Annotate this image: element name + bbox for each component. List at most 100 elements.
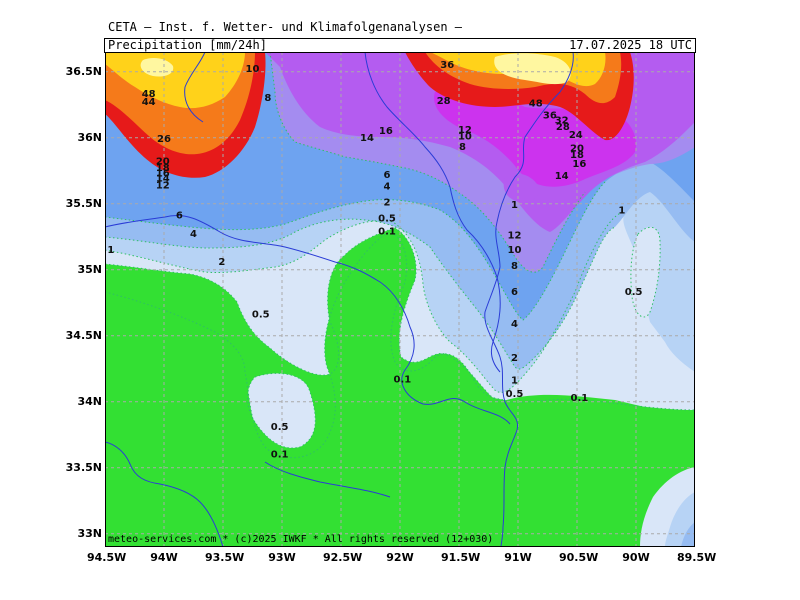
lon-tick-label: 94W [150, 551, 178, 564]
lon-tick-label: 91.5W [441, 551, 481, 564]
contour-value-label: 6 [176, 211, 183, 222]
contour-value-label: 0.5 [271, 422, 289, 433]
contour-value-label: 12 [458, 125, 472, 136]
map-frame [105, 52, 695, 547]
contour-value-label: 4 [190, 229, 197, 240]
contour-value-label: 20 [156, 157, 170, 168]
contour-8 [269, 52, 586, 273]
lat-tick-label: 34N [77, 394, 102, 408]
lon-tick-label: 92.5W [323, 551, 363, 564]
valid-timestamp: 17.07.2025 18 UTC [569, 38, 692, 52]
contour-value-label: 12 [507, 230, 521, 241]
contour-value-label: 0.5 [625, 287, 643, 298]
subtitle-bar [104, 38, 696, 53]
contour-value-label: 18 [570, 150, 584, 161]
contour-value-label: 1 [107, 245, 114, 256]
contour-1 [105, 211, 626, 393]
field-yellow-west [105, 52, 245, 109]
lon-tick-label: 90.5W [559, 551, 599, 564]
contour-value-label: 32 [555, 116, 569, 127]
contour-value-label: 14 [555, 171, 569, 182]
lat-tick-label: 33N [77, 526, 102, 540]
contour-4 [105, 181, 606, 321]
lat-tick-label: 34.5N [65, 328, 102, 342]
contour-value-label: 10 [507, 245, 521, 256]
lon-tick-label: 89.5W [677, 551, 717, 564]
contour-value-label: 8 [459, 142, 466, 153]
contour-value-label: 14 [156, 174, 170, 185]
lat-tick-label: 35N [77, 262, 102, 276]
contour-value-label: 28 [437, 96, 451, 107]
lon-tick-label: 92W [386, 551, 414, 564]
contour-value-label: 0.5 [252, 310, 270, 321]
ouachita-river [264, 461, 391, 498]
contour-blob-0.5 [247, 372, 316, 449]
contour-2 [105, 218, 616, 370]
contour-value-label: 2 [218, 257, 225, 268]
contour-value-label: 10 [458, 131, 472, 142]
contour-value-label: 2 [511, 353, 518, 364]
lon-tick-label: 91W [504, 551, 532, 564]
arkansas-river [105, 215, 511, 425]
lat-tick-label: 33.5N [65, 460, 102, 474]
contour-value-label: 28 [556, 122, 570, 133]
contour-value-label: 0.5 [506, 389, 524, 400]
contour-0.1 [105, 231, 695, 459]
rivers-borders [105, 52, 574, 547]
lat-tick-label: 36.5N [65, 64, 102, 78]
contour-east-0.5 [630, 226, 661, 318]
contour-value-label: 4 [511, 319, 518, 330]
contour-value-label: 0.1 [271, 450, 289, 461]
field-light-east [630, 227, 661, 317]
lon-tick-label: 94.5W [87, 551, 127, 564]
field-pale-yellow-north [494, 53, 571, 85]
mississippi-river [484, 52, 574, 547]
lat-tick-label: 36N [77, 130, 102, 144]
contour-value-label: 20 [570, 143, 584, 154]
contour-value-label: 16 [572, 159, 586, 170]
map-fields [105, 52, 695, 547]
missouri-border [184, 52, 206, 123]
copyright-footer: meteo-services.com * (c)2025 IWKF * All … [108, 534, 494, 545]
contour-lines [105, 52, 695, 459]
contour-value-label: 6 [511, 287, 518, 298]
lon-tick-label: 90W [622, 551, 650, 564]
contour-value-label: 0.1 [378, 227, 396, 238]
white-river [364, 52, 501, 373]
contour-value-label: 26 [157, 134, 171, 145]
contour-value-label: 4 [384, 182, 391, 193]
lat-lon-grid [105, 52, 695, 547]
contour-value-label: 36 [440, 60, 454, 71]
contour-value-label: 12 [156, 180, 170, 191]
contour-value-label: 24 [569, 130, 583, 141]
field-corner-se-deep [681, 522, 695, 547]
contour-value-label: 6 [384, 170, 391, 181]
contour-value-label: 0.1 [571, 393, 589, 404]
contour-value-label: 2 [384, 197, 391, 208]
lon-tick-label: 93W [268, 551, 296, 564]
contour-value-label: 8 [264, 93, 271, 104]
contour-value-label: 1 [511, 376, 518, 387]
contour-value-label: 18 [156, 163, 170, 174]
contour-value-label: 1 [511, 200, 518, 211]
contour-value-label: 48 [529, 98, 543, 109]
contour-value-label: 8 [511, 261, 518, 272]
contour-value-label: 16 [379, 126, 393, 137]
contour-value-label: 1 [618, 205, 625, 216]
contour-value-label: 16 [156, 168, 170, 179]
contour-value-label: 0.5 [378, 213, 396, 224]
lon-tick-label: 93.5W [205, 551, 245, 564]
contour-value-label: 44 [142, 97, 156, 108]
contour-value-label: 36 [543, 110, 557, 121]
contour-value-label: 0.1 [394, 374, 412, 385]
red-river [105, 441, 224, 547]
lat-tick-label: 35.5N [65, 196, 102, 210]
field-pale-blue-blob [247, 373, 316, 448]
map-subtitle: Precipitation [mm/24h] [108, 38, 267, 52]
contour-value-label: 10 [246, 64, 260, 75]
contour-value-label: 14 [360, 133, 374, 144]
contour-value-label: 48 [142, 89, 156, 100]
map-title: CETA — Inst. f. Wetter- und Klimafolgena… [108, 20, 463, 34]
